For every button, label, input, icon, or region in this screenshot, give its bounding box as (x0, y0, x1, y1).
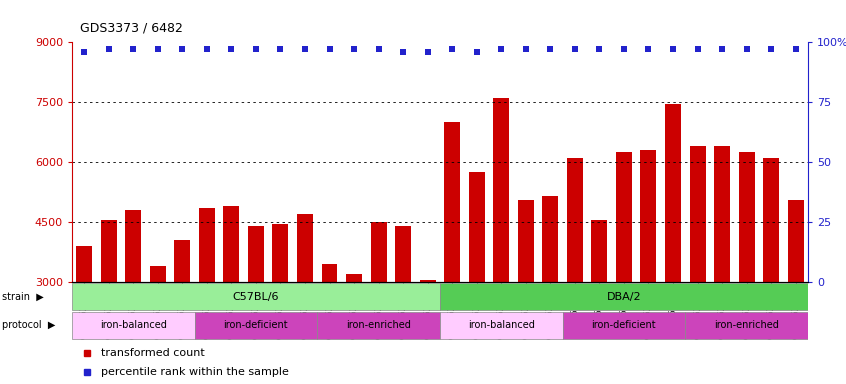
Point (322, 46, 336, 53)
Point (298, 46, 311, 53)
Bar (763, 158, 779, 282)
Point (126, 46, 140, 53)
Point (151, 46, 164, 53)
Point (102, 46, 115, 53)
Point (592, 46, 606, 53)
Bar (371, 222, 387, 282)
Point (715, 46, 728, 53)
Point (249, 46, 262, 53)
Bar (72, 312, 195, 339)
Bar (444, 122, 460, 282)
Bar (640, 150, 656, 282)
Bar (518, 200, 534, 282)
Bar (420, 280, 436, 282)
Text: strain  ▶: strain ▶ (2, 291, 43, 302)
Text: DBA/2: DBA/2 (607, 291, 641, 302)
Bar (72, 283, 440, 310)
Text: iron-balanced: iron-balanced (468, 320, 535, 331)
Point (396, 49, 409, 55)
Bar (174, 240, 190, 282)
Text: iron-enriched: iron-enriched (346, 320, 411, 331)
Text: percentile rank within the sample: percentile rank within the sample (102, 367, 289, 377)
Point (371, 46, 385, 53)
Bar (272, 224, 288, 282)
Bar (317, 312, 440, 339)
Point (470, 49, 483, 55)
Bar (739, 152, 755, 282)
Text: transformed count: transformed count (102, 348, 205, 358)
Point (568, 46, 581, 53)
Bar (195, 312, 317, 339)
Bar (125, 210, 141, 282)
Bar (199, 208, 215, 282)
Bar (346, 274, 362, 282)
Point (519, 46, 532, 53)
Bar (223, 206, 239, 282)
Bar (440, 312, 563, 339)
Bar (248, 226, 264, 282)
Bar (542, 196, 558, 282)
Point (641, 46, 655, 53)
Point (690, 46, 704, 53)
Point (445, 46, 459, 53)
Bar (101, 220, 117, 282)
Point (739, 46, 753, 53)
Text: iron-deficient: iron-deficient (223, 320, 288, 331)
Point (617, 46, 630, 53)
Point (273, 46, 287, 53)
Bar (714, 146, 730, 282)
Point (764, 46, 777, 53)
Bar (665, 104, 681, 282)
Bar (493, 98, 509, 282)
Text: C57BL/6: C57BL/6 (233, 291, 279, 302)
Point (175, 46, 189, 53)
Text: GDS3373 / 6482: GDS3373 / 6482 (80, 22, 184, 35)
Point (543, 46, 557, 53)
Bar (567, 158, 583, 282)
Point (666, 46, 679, 53)
Bar (563, 312, 685, 339)
Bar (788, 200, 804, 282)
Bar (440, 283, 808, 310)
Point (420, 49, 435, 55)
Text: protocol  ▶: protocol ▶ (2, 320, 55, 331)
Point (200, 46, 213, 53)
Point (347, 46, 360, 53)
Bar (469, 172, 485, 282)
Bar (591, 220, 607, 282)
Point (788, 46, 802, 53)
Bar (689, 146, 706, 282)
Text: iron-enriched: iron-enriched (714, 320, 779, 331)
Point (77, 49, 91, 55)
Point (494, 46, 508, 53)
Bar (616, 152, 632, 282)
Bar (150, 266, 166, 282)
Bar (685, 312, 808, 339)
Point (224, 46, 239, 53)
Text: iron-deficient: iron-deficient (591, 320, 656, 331)
Bar (321, 264, 338, 282)
Bar (395, 226, 411, 282)
Text: iron-balanced: iron-balanced (100, 320, 167, 331)
Bar (297, 214, 313, 282)
Bar (76, 246, 92, 282)
